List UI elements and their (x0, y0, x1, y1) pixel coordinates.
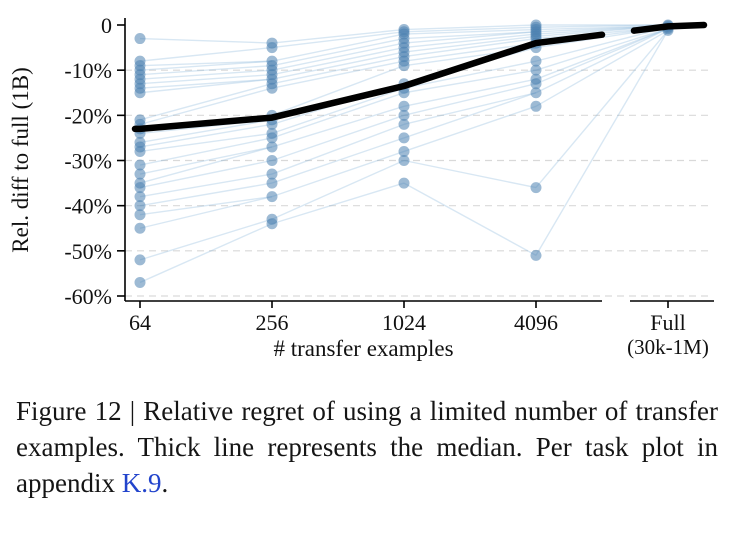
svg-text:-40%: -40% (64, 194, 112, 219)
svg-text:-20%: -20% (64, 103, 112, 128)
svg-text:256: 256 (256, 310, 289, 335)
svg-text:(30k-1M): (30k-1M) (627, 335, 709, 359)
task-lines (139, 24, 669, 284)
svg-text:64: 64 (129, 310, 151, 335)
caption-text: Figure 12 | Relative regret of using a l… (16, 396, 718, 498)
svg-text:0: 0 (101, 13, 112, 38)
appendix-link[interactable]: K.9 (121, 467, 162, 498)
svg-text:4096: 4096 (514, 310, 558, 335)
svg-text:1024: 1024 (382, 310, 426, 335)
median-line (131, 21, 708, 133)
svg-text:Full: Full (650, 310, 685, 335)
svg-text:Rel. diff to full (1B): Rel. diff to full (1B) (8, 67, 33, 252)
svg-text:-60%: -60% (64, 284, 112, 309)
chart-area: 0 -10% -20% -30% -40% -50% -60% 64 256 1024 4096 Fu… (8, 13, 714, 361)
caption-period: . (161, 467, 169, 498)
svg-text:-10%: -10% (64, 58, 112, 83)
y-axis: 0 -10% -20% -30% -40% -50% -60% (64, 13, 126, 309)
svg-text:# transfer examples: # transfer examples (273, 336, 453, 361)
svg-text:-30%: -30% (64, 149, 112, 174)
figure-12: 0 -10% -20% -30% -40% -50% -60% 64 256 1024 4096 Fu… (0, 13, 746, 502)
x-axis: 64 256 1024 4096 Full(30k-1M) (125, 300, 714, 359)
axis-titles: # transfer examples Rel. diff to full (1B… (8, 67, 454, 361)
chart-svg: 0 -10% -20% -30% -40% -50% -60% 64 256 1024 4096 Fu… (8, 13, 714, 361)
figure-caption: Figure 12 | Relative regret of using a l… (0, 370, 746, 502)
svg-text:-50%: -50% (64, 239, 112, 264)
gridlines (125, 69, 712, 297)
